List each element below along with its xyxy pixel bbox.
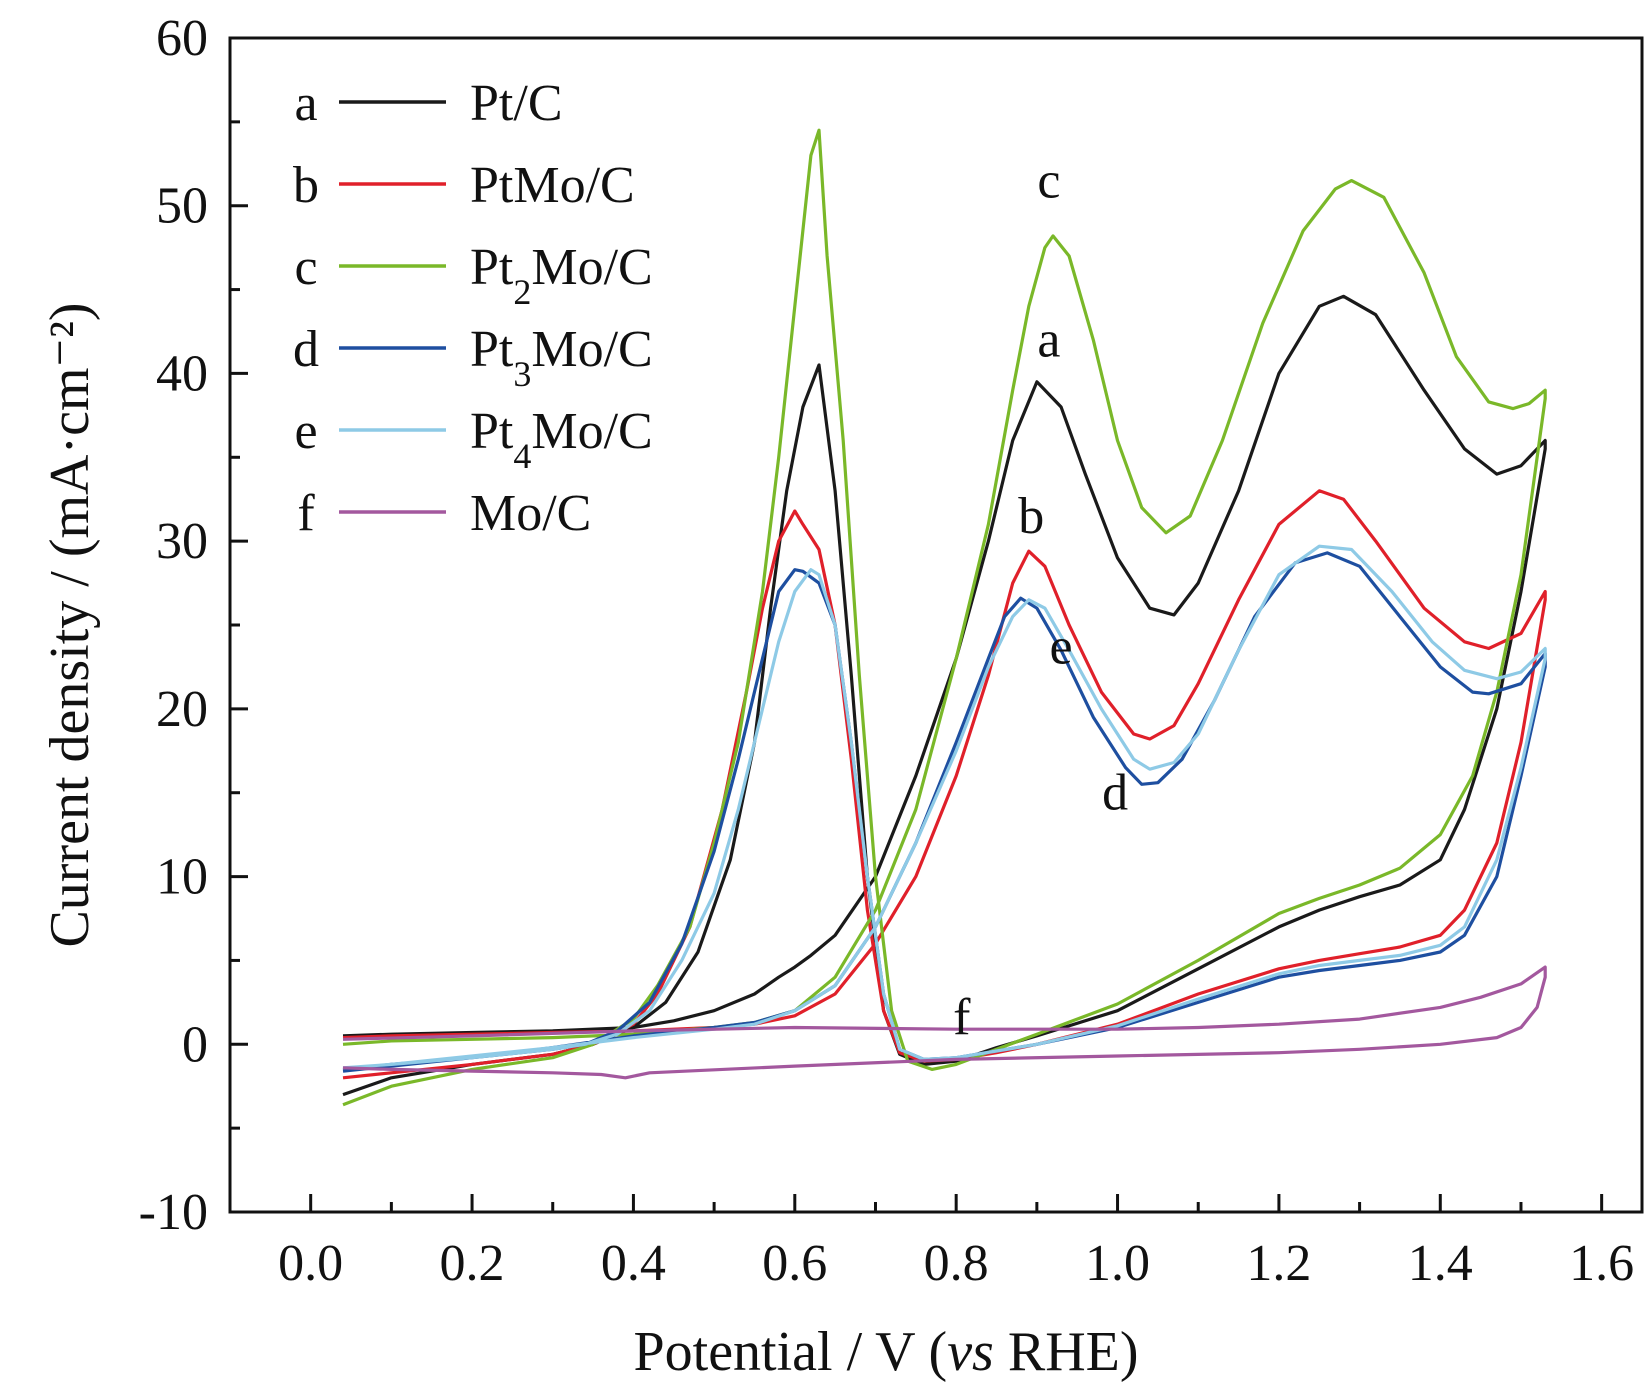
x-tick-label: 1.4 [1408,1235,1473,1292]
x-axis-ticks: 0.0 0.2 0.4 0.6 0.8 1.0 1.2 1.4 1.6 [278,1194,1634,1292]
legend-label-subscript: 2 [513,272,531,312]
series-line-d [342,551,1547,1073]
legend: a Pt/Cb PtMo/Cc Pt2Mo/Cd Pt3Mo/Ce Pt4Mo/Cf Mo/… [293,75,653,542]
x-axis-title-post: RHE) [994,1321,1139,1383]
y-axis-title: Current density / (mA·cm⁻²) [39,302,101,947]
y-tick-label: 20 [156,681,208,738]
legend-label-main: PtMo/C [470,157,635,214]
y-tick-label: 30 [156,513,208,570]
series-line-e [342,544,1547,1070]
legend-label: PtMo/C [470,157,635,214]
legend-label-main: Pt [470,403,514,460]
plot-curves [342,128,1547,1107]
legend-item-b: b PtMo/C [293,157,635,214]
x-axis-title: Potential / V (vs RHE) [633,1321,1138,1383]
x-axis-title-italic: vs [947,1321,994,1383]
y-tick-label: 60 [156,10,208,67]
legend-item-c: c Pt2Mo/C [294,239,652,312]
legend-letter: a [294,75,317,132]
legend-item-a: a Pt/C [294,75,562,132]
x-tick-label: 1.0 [1085,1235,1150,1292]
legend-label-main: Mo/C [470,485,591,542]
y-tick-label: 40 [156,345,208,402]
curve-label-d: d [1102,764,1128,821]
y-axis-ticks: -10 0 10 20 30 40 50 60 [139,10,248,1241]
y-tick-label: 10 [156,849,208,906]
legend-label: Mo/C [470,485,591,542]
legend-label-subscript: 4 [513,436,531,476]
x-tick-label: 0.0 [278,1235,343,1292]
y-tick-label: 50 [156,178,208,235]
x-tick-label: 0.8 [924,1235,989,1292]
legend-item-d: d Pt3Mo/C [293,321,653,394]
legend-label-rest: Mo/C [531,239,652,296]
curve-label-c: c [1037,152,1060,209]
legend-item-f: f Mo/C [297,485,591,542]
series-line-b [342,489,1547,1080]
legend-label-main: Pt/C [470,75,563,132]
curve-label-e: e [1050,619,1073,676]
series-line-a [342,294,1547,1097]
curve-annotations: c a b e d f [953,152,1128,1046]
legend-label-subscript: 3 [513,354,531,394]
curve-label-b: b [1018,488,1044,545]
legend-letter: c [294,239,317,296]
x-tick-label: 0.4 [601,1235,666,1292]
legend-label-rest: Mo/C [531,403,652,460]
legend-label: Pt4Mo/C [470,403,653,476]
legend-label-rest: Mo/C [531,321,652,378]
legend-label: Pt2Mo/C [470,239,653,312]
series-line-f [342,965,1547,1080]
x-tick-label: 1.2 [1246,1235,1311,1292]
x-tick-label: 0.6 [762,1235,827,1292]
series-line-c [342,128,1547,1107]
legend-label-main: Pt [470,239,514,296]
legend-item-e: e Pt4Mo/C [294,403,652,476]
legend-letter: b [293,157,319,214]
y-tick-label: -10 [139,1184,208,1241]
curve-label-f: f [953,989,971,1046]
legend-letter: f [297,485,315,542]
legend-letter: d [293,321,319,378]
legend-label-main: Pt [470,321,514,378]
legend-letter: e [294,403,317,460]
x-tick-label: 1.6 [1569,1235,1634,1292]
x-axis-title-pre: Potential / V ( [633,1321,947,1383]
legend-label: Pt/C [470,75,563,132]
x-tick-label: 0.2 [440,1235,505,1292]
curve-label-a: a [1037,312,1060,369]
y-tick-label: 0 [182,1016,208,1073]
legend-label: Pt3Mo/C [470,321,653,394]
